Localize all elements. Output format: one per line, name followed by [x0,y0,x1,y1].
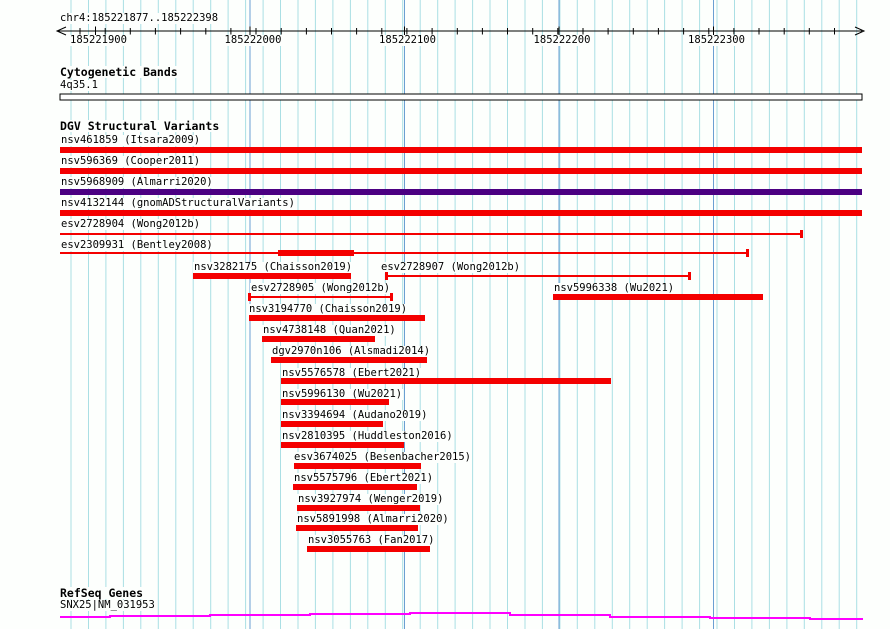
ruler-tick-label: 185221900 [69,34,128,46]
variant-bar[interactable] [281,378,611,384]
region-title: chr4:185221877..185222398 [59,12,220,24]
refseq-gene-label: SNX25|NM_031953 [59,599,156,611]
variant-bar[interactable] [60,210,862,216]
variant-line[interactable] [249,296,392,298]
variant-label[interactable]: nsv461859 (Itsara2009) [60,134,202,146]
variant-label[interactable]: esv2728907 (Wong2012b) [380,261,522,273]
variant-line[interactable] [60,252,748,254]
section-title-cytogenetic: Cytogenetic Bands [59,65,179,79]
variant-bar[interactable] [60,147,862,153]
variant-line-end-tick [390,293,393,301]
variant-label[interactable]: nsv5996338 (Wu2021) [553,282,676,294]
section-title-refseq: RefSeq Genes [59,586,145,600]
variant-label[interactable]: nsv3055763 (Fan2017) [307,534,436,546]
variant-label[interactable]: nsv4132144 (gnomADStructuralVariants) [60,197,296,209]
variant-bar[interactable] [193,273,351,279]
cytoband-box [59,93,863,101]
variant-bar[interactable] [297,505,420,511]
ruler-arrow-right [854,26,866,36]
variant-bar[interactable] [249,315,425,321]
variant-bar[interactable] [281,399,389,405]
variant-label[interactable]: nsv3194770 (Chaisson2019) [248,303,409,315]
variant-label[interactable]: esv2309931 (Bentley2008) [60,239,214,251]
ruler-tick-label: 185222100 [378,34,437,46]
variant-bar[interactable] [553,294,763,300]
variant-label[interactable]: esv2728905 (Wong2012b) [250,282,392,294]
refseq-gene-line [60,612,863,620]
variant-line-thick-segment[interactable] [278,250,354,256]
variant-line-start-tick [248,293,251,301]
variant-label[interactable]: nsv3282175 (Chaisson2019) [193,261,354,273]
variant-line[interactable] [60,233,802,235]
ruler-tick-label: 185222200 [532,34,592,46]
variant-bar[interactable] [293,484,417,490]
variant-line-start-tick [385,272,388,280]
variant-label[interactable]: nsv5891998 (Almarri2020) [296,513,450,525]
variant-line[interactable] [386,275,690,277]
variant-label[interactable]: nsv5996130 (Wu2021) [281,388,404,400]
variant-label[interactable]: nsv3927974 (Wenger2019) [297,493,445,505]
variant-label[interactable]: nsv5575796 (Ebert2021) [293,472,435,484]
variant-bar[interactable] [281,421,383,427]
variant-bar[interactable] [307,546,430,552]
variant-label[interactable]: nsv5576578 (Ebert2021) [281,367,423,379]
variant-label[interactable]: esv3674025 (Besenbacher2015) [293,451,473,463]
variant-bar[interactable] [271,357,427,363]
ruler-tick-label: 185222000 [223,34,283,46]
ruler-tick-label: 185222300 [687,34,746,46]
variant-bar[interactable] [60,168,862,174]
variant-bar[interactable] [60,189,862,195]
variant-line-end-tick [746,249,749,257]
variant-label[interactable]: dgv2970n106 (Alsmadi2014) [271,345,432,357]
variant-bar[interactable] [281,442,404,448]
variant-line-end-tick [688,272,691,280]
variant-label[interactable]: esv2728904 (Wong2012b) [60,218,202,230]
variant-label[interactable]: nsv5968909 (Almarri2020) [60,176,214,188]
variant-bar[interactable] [294,463,421,469]
section-title-dgv: DGV Structural Variants [59,119,221,133]
ruler-arrow-left [55,26,67,36]
variant-line-end-tick [800,230,803,238]
variant-bar[interactable] [296,525,418,531]
variant-bar[interactable] [262,336,375,342]
variant-label[interactable]: nsv4738148 (Quan2021) [262,324,397,336]
variant-label[interactable]: nsv596369 (Cooper2011) [60,155,202,167]
variant-label[interactable]: nsv3394694 (Audano2019) [281,409,429,421]
cytoband-label: 4q35.1 [59,79,99,91]
variant-label[interactable]: nsv2810395 (Huddleston2016) [281,430,454,442]
